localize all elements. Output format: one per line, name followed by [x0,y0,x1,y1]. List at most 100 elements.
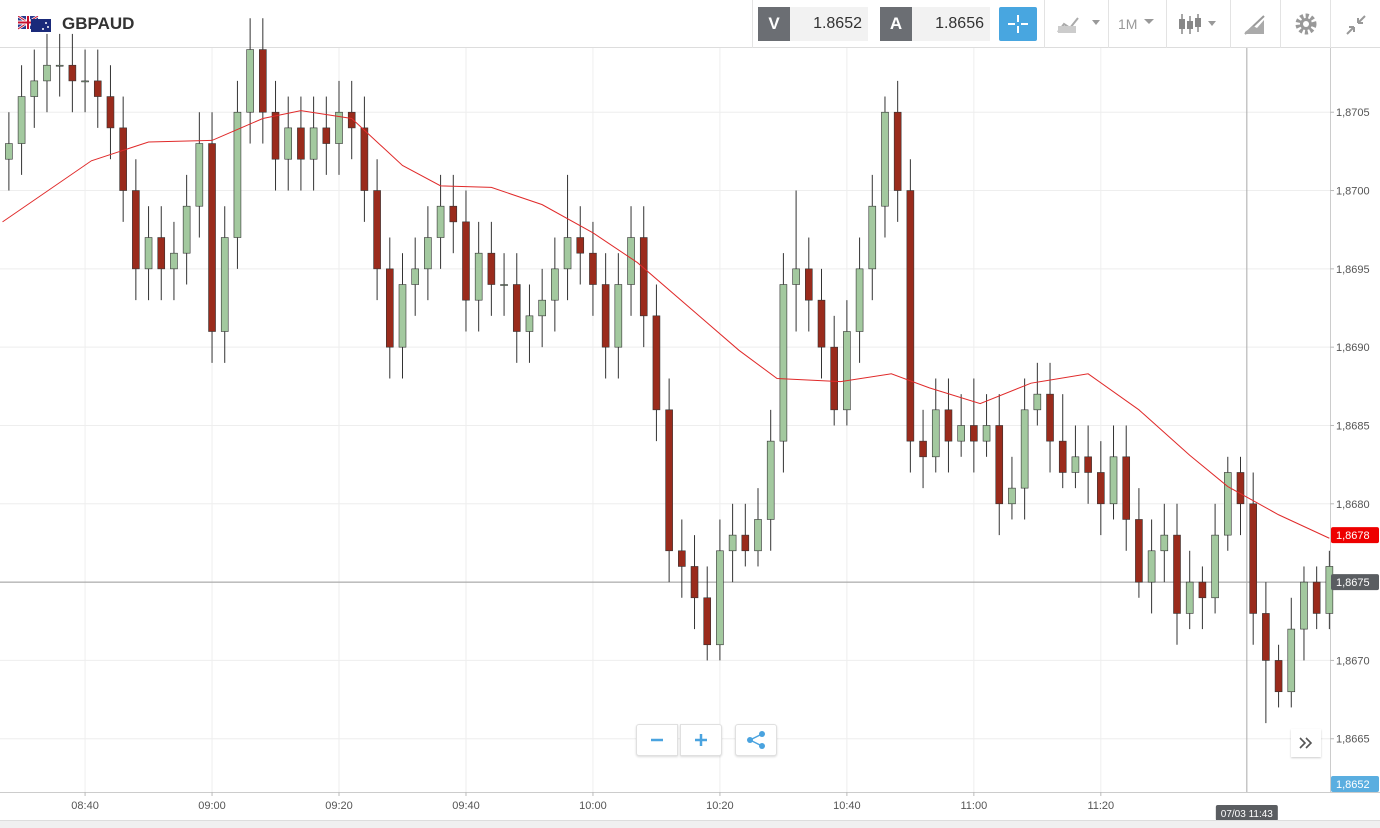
candle-body [462,221,470,301]
chart-type-button[interactable] [1054,12,1104,36]
candle-body [919,440,927,458]
candle-body [779,284,788,442]
zoom-in-button[interactable] [680,724,722,756]
candle-body [970,425,978,442]
candle-body [728,534,737,552]
sell-price[interactable]: 1.8652 [790,7,868,41]
candle-body [1211,534,1219,599]
candle-body [1097,472,1105,505]
bid-marker-label: 1,8652 [1336,779,1370,791]
candle-body [424,237,432,270]
candle-body [17,96,26,144]
collapse-button[interactable] [1344,13,1368,37]
candle-body [1223,472,1232,536]
candle-body [157,237,166,270]
moving-average-line [2,110,1330,539]
x-tick-label: 09:40 [452,800,480,812]
price-marker-label: 1,8675 [1336,577,1370,589]
candle-body [1198,581,1207,599]
x-tick-label: 11:00 [960,800,987,812]
x-tick-label: 10:20 [706,800,734,812]
candle-body [931,409,940,458]
candle-body [233,111,242,238]
price-marker [1331,527,1379,544]
buy-price[interactable]: 1.8656 [912,7,990,41]
candle-body [766,440,775,520]
sell-label[interactable]: V [758,7,790,41]
candle-body [792,268,800,285]
y-tick-label: 1,8680 [1336,499,1370,511]
candle-body [1312,581,1321,614]
candle-body [589,252,597,285]
candle-body [220,237,229,332]
candle-body [627,237,635,285]
y-tick-label: 1,8705 [1336,107,1370,119]
candle-body [309,127,318,160]
candle-body [297,127,305,160]
candle-body [182,205,191,254]
candle-body [1084,456,1092,473]
x-tick-label: 11:20 [1087,800,1114,812]
candle-body [754,519,762,552]
candle-body [665,409,673,552]
candle-body [386,268,394,348]
header: GBPAUD V 1.8652 A 1.8656 1M [0,0,1380,48]
candle-body [944,409,953,442]
candle-body [55,64,64,67]
candle-type-button[interactable] [1176,12,1226,36]
buy-label[interactable]: A [880,7,912,41]
scrollbar[interactable] [0,820,1380,828]
candle-body [1325,566,1334,614]
candle-body [474,252,483,301]
crosshair-label-box [1215,805,1278,821]
candle-body [805,268,813,301]
candle-body [690,566,699,599]
crosshair-button[interactable] [999,7,1037,41]
x-tick-label: 09:20 [325,800,353,812]
candle-body [271,111,280,160]
candle-body [716,550,724,646]
candle-body [538,299,546,317]
y-tick-label: 1,8665 [1336,734,1370,746]
zoom-out-button[interactable] [636,724,678,756]
candle-body [982,425,991,442]
candle-body [703,597,712,646]
candle-body [1071,456,1080,473]
candle-body [512,284,521,332]
candle-body [601,284,610,348]
candle-body [1135,519,1143,583]
candle-body [1274,660,1283,693]
candle-body [373,190,381,270]
candle-body [208,143,216,332]
draw-tool-button[interactable] [1242,12,1268,36]
candle-body [411,268,419,285]
candle-body [881,111,889,207]
crosshair-label: 07/03 11:43 [1221,809,1274,820]
settings-button[interactable] [1293,11,1319,37]
candle-body [119,127,127,191]
candle-body [741,534,750,552]
candle-body [1033,393,1042,411]
bid-marker [1331,776,1379,792]
y-tick-label: 1,8670 [1336,655,1370,667]
candle-body [284,127,293,160]
scroll-end-button[interactable] [1291,729,1321,757]
candle-body [1046,393,1054,442]
candle-body [843,331,851,411]
timeframe[interactable]: 1M [1118,16,1138,32]
candle-body [893,111,902,191]
share-button[interactable] [735,724,777,756]
candle-body [259,49,267,113]
y-tick-label: 1,8695 [1336,264,1370,276]
price-marker-label: 1,8678 [1336,530,1370,542]
candle-body [906,190,915,442]
candle-body [652,315,661,411]
candle-body [563,237,572,270]
candle-body [614,284,623,348]
candle-body [1008,487,1016,505]
candle-body [68,64,77,82]
candle-body [246,49,254,113]
candle-body [525,315,534,332]
